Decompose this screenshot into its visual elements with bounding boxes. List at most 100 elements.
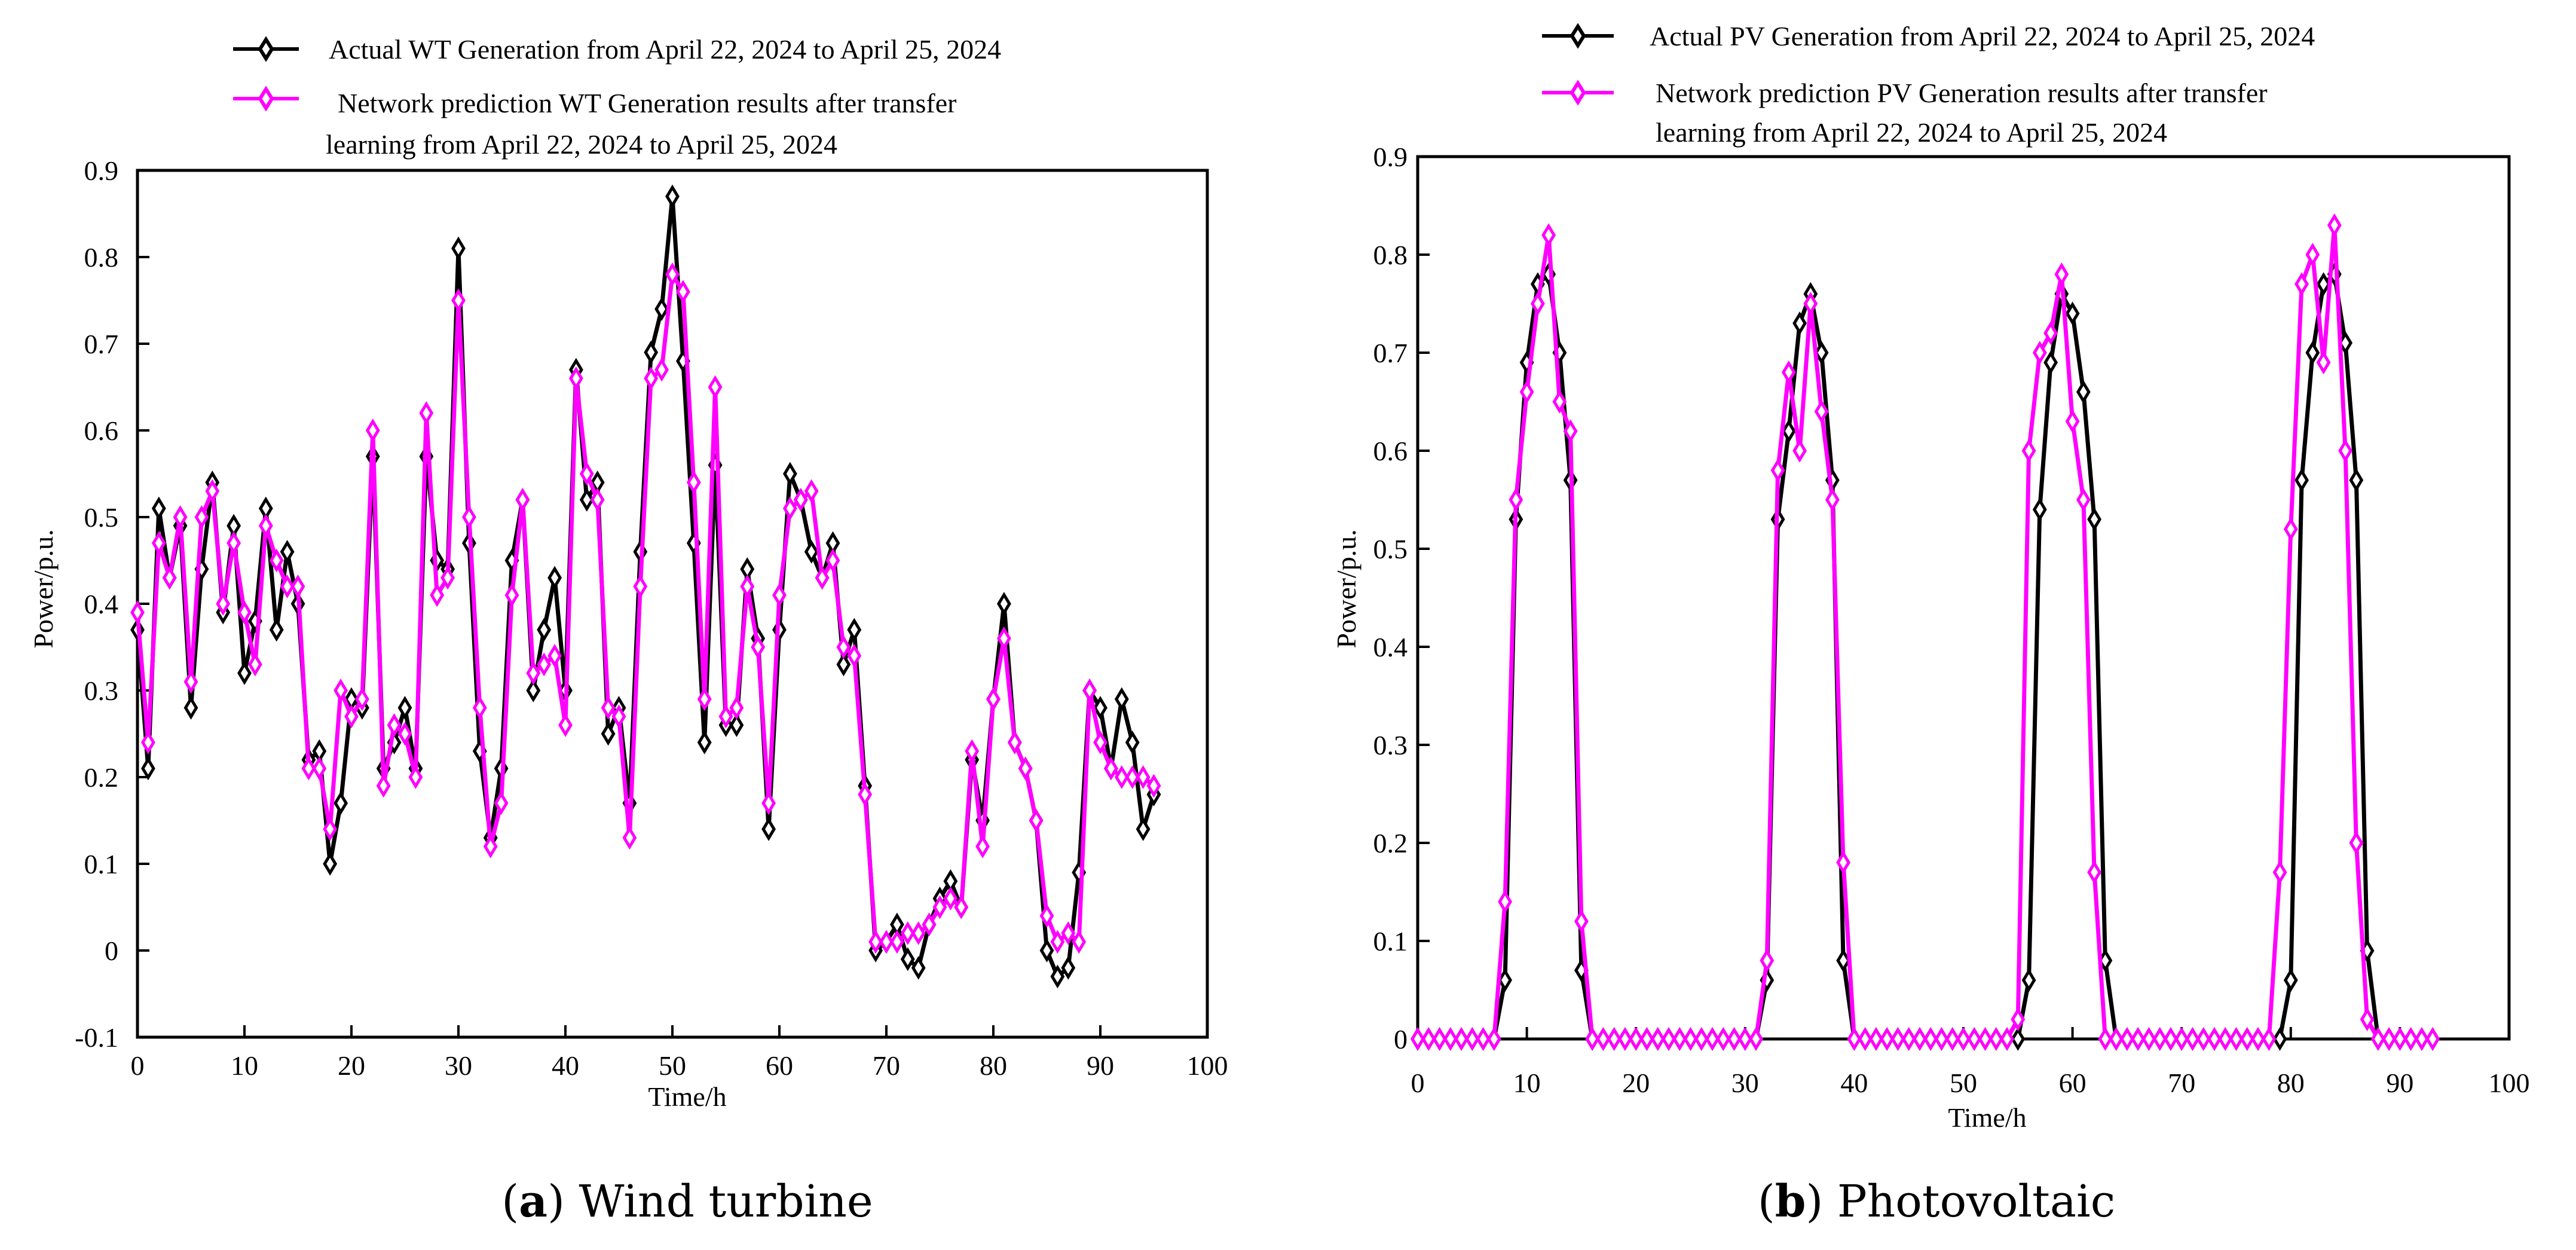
x-tick-label: 100 (2489, 1068, 2530, 1098)
legend-actual-label: Actual PV Generation from April 22, 2024… (1650, 21, 2315, 51)
data-point (194, 505, 209, 529)
x-tick-label: 40 (1840, 1068, 1868, 1098)
y-tick-label: 0.9 (1373, 142, 1408, 172)
wind-turbine-legend: Actual WT Generation from April 22, 2024… (233, 34, 1001, 160)
data-point (183, 696, 198, 720)
data-point (173, 505, 188, 529)
data-point (1498, 890, 1512, 914)
data-point (1825, 488, 1840, 512)
x-tick-label: 20 (1622, 1068, 1650, 1098)
predicted-series-markers (130, 262, 1161, 954)
y-tick-label: 0.8 (1373, 240, 1408, 270)
data-point (547, 566, 562, 590)
photovoltaic-x-axis-label: Time/h (1948, 1102, 2026, 1133)
legend-actual-label: Actual WT Generation from April 22, 2024… (329, 34, 1001, 65)
caption-label-a: a (519, 1176, 547, 1227)
data-point (911, 921, 926, 945)
y-tick-label: 0.3 (84, 676, 119, 706)
data-point (387, 713, 402, 737)
data-point (1039, 939, 1054, 962)
data-point (1093, 731, 1108, 754)
data-point (2360, 1007, 2375, 1032)
data-point (2415, 1027, 2429, 1051)
data-point (2011, 1007, 2026, 1032)
photovoltaic-plot-area (1411, 213, 2440, 1051)
data-point (2207, 1027, 2222, 1051)
data-point (2316, 272, 2331, 297)
data-point (1018, 756, 1033, 781)
data-point (408, 765, 423, 789)
data-point (2251, 1027, 2265, 1051)
data-point (1814, 341, 1829, 365)
data-point (2196, 1027, 2211, 1051)
data-point (1061, 956, 1076, 980)
data-point (419, 401, 434, 425)
caption-title-b: Photovoltaic (1837, 1176, 2115, 1227)
data-point (537, 618, 552, 642)
data-point (2229, 1027, 2244, 1051)
data-point (1465, 1027, 1480, 1051)
y-tick-label: 0.5 (84, 502, 119, 533)
wind-turbine-y-axis-label: Power/p.u. (28, 529, 59, 648)
y-tick-label: 0.1 (84, 849, 119, 879)
data-point (430, 583, 445, 607)
data-point (2305, 243, 2320, 267)
data-point (2076, 488, 2091, 512)
data-point (515, 488, 530, 512)
data-point (2032, 341, 2047, 365)
legend-predicted-label-line-1: Network prediction PV Generation results… (1656, 78, 2268, 108)
y-tick-label: 0.7 (1373, 338, 1408, 368)
data-point (782, 462, 797, 486)
data-point (847, 644, 862, 668)
legend-predicted-label-line-1: Network prediction WT Generation results… (338, 88, 956, 118)
data-point (397, 722, 412, 746)
data-point (2152, 1027, 2167, 1051)
x-tick-label: 70 (873, 1050, 900, 1081)
y-tick-label: 0.2 (84, 762, 119, 793)
data-point (258, 514, 273, 538)
data-point (397, 696, 412, 720)
y-tick-label: 0.3 (1373, 730, 1408, 760)
data-point (1061, 921, 1076, 945)
data-point (1082, 679, 1097, 702)
data-point (2283, 968, 2298, 992)
data-point (140, 756, 155, 781)
data-point (718, 704, 733, 729)
data-point (644, 340, 659, 365)
actual-series-line (1418, 272, 2433, 1041)
data-point (1093, 696, 1108, 720)
data-point (1519, 380, 1534, 404)
data-point (269, 548, 284, 573)
data-point (494, 791, 509, 815)
data-point (965, 739, 980, 763)
data-point (1836, 850, 1851, 875)
data-point (2294, 272, 2309, 297)
data-point (1639, 1027, 1654, 1051)
data-point (354, 687, 369, 711)
y-tick-label: 0 (105, 936, 118, 966)
data-point (2043, 321, 2058, 346)
data-point (579, 488, 594, 512)
data-point (1050, 964, 1065, 989)
data-point (162, 566, 177, 590)
x-tick-label: 90 (1087, 1050, 1114, 1081)
data-point (2054, 262, 2069, 286)
data-point (590, 488, 605, 512)
data-point (1934, 1027, 1949, 1051)
data-point (323, 817, 338, 841)
data-point (2305, 341, 2320, 365)
data-point (804, 479, 819, 503)
data-point (975, 835, 990, 858)
photovoltaic-y-axis-label: Power/p.u. (1331, 529, 1362, 648)
legend-predicted-label-line-2: learning from April 22, 2024 to April 25… (1656, 117, 2167, 148)
data-point (1039, 904, 1054, 928)
data-point (1727, 1027, 1742, 1051)
x-tick-label: 70 (2168, 1068, 2195, 1098)
data-point (2021, 968, 2036, 992)
data-point (1563, 419, 1578, 444)
data-point (1836, 948, 1851, 973)
data-point (2425, 1027, 2440, 1051)
data-point (751, 635, 766, 659)
data-point (2011, 1027, 2026, 1051)
data-point (943, 887, 958, 910)
